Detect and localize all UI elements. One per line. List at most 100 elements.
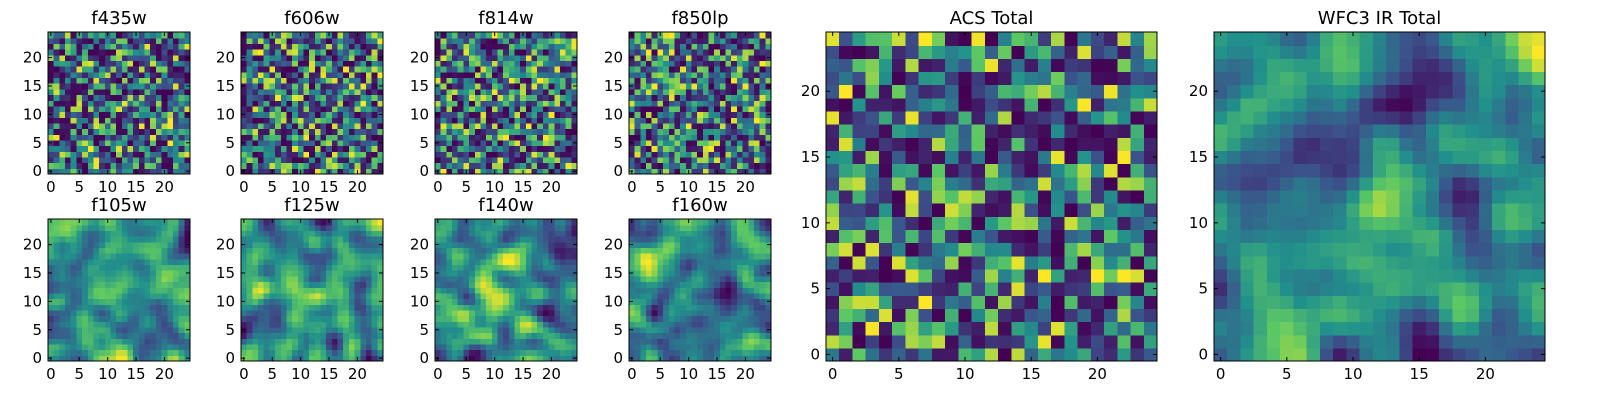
heatmap-cell [702,43,710,50]
heatmap-cell [241,94,248,101]
heatmap-cell [269,264,276,271]
x-tick-label: 15 [513,178,532,196]
heatmap-cell [446,145,453,152]
heatmap-cell [565,338,572,345]
heatmap-cell [309,156,316,164]
heatmap-cell [446,349,453,356]
heatmap-cell [343,145,350,152]
heatmap-cell [155,304,163,311]
heatmap-cell [719,122,727,130]
heatmap-cell [446,321,453,328]
heatmap-cell [629,349,636,356]
heatmap-cell [525,49,533,56]
heatmap-cell [303,128,310,135]
heatmap-cell [634,122,641,130]
heatmap-cell [537,32,544,39]
heatmap-cell [150,83,157,90]
heatmap-cell [440,292,447,300]
heatmap-cell [292,281,299,288]
heatmap-cell [469,326,476,334]
heatmap-cell [116,349,123,356]
heatmap-cell [554,281,561,288]
heatmap-cell [634,355,641,362]
heatmap-cell [474,77,482,84]
heatmap-cell [565,151,572,158]
heatmap-cell [668,88,676,96]
heatmap-cell [548,241,555,248]
heatmap-cell [714,43,721,50]
heatmap-cell [178,298,185,305]
heatmap-cell [110,122,117,130]
x-tick-label: 5 [74,178,84,196]
heatmap-cell [360,83,367,90]
heatmap-cell [354,43,361,50]
heatmap-cell [280,43,288,50]
heatmap-cell [435,37,442,44]
heatmap-cell [463,287,470,294]
heatmap-cell [714,88,721,96]
heatmap-cell [65,77,72,84]
heatmap-cell [87,54,95,61]
heatmap-cell [258,134,265,141]
heatmap-cell [320,338,327,345]
heatmap-cell [674,304,681,311]
heatmap-cell [127,66,134,73]
heatmap-cell [246,117,253,124]
heatmap-cell [657,128,664,135]
heatmap-cell [172,66,180,73]
heatmap-cell [765,287,772,294]
heatmap-cell [138,83,146,90]
heatmap-cell [469,236,476,243]
heatmap-cell [748,66,755,73]
heatmap-cell [246,60,253,67]
heatmap-cell [452,49,459,56]
heatmap-cell [480,241,487,248]
heatmap-cell [463,105,470,113]
heatmap-cell [691,100,698,107]
heatmap-cell [548,236,555,243]
heatmap-cell [474,145,482,152]
heatmap-cell [525,298,533,305]
heatmap-cell [104,253,112,260]
heatmap-cell [691,349,698,356]
heatmap-cell [503,54,510,61]
heatmap-cell [348,145,356,152]
heatmap-cell [565,224,572,231]
heatmap-cell [708,275,715,283]
heatmap-cell [59,77,66,84]
heatmap-cell [59,128,66,135]
heatmap-cell [121,162,129,169]
heatmap-cell [331,292,339,300]
heatmap-cell [104,304,112,311]
heatmap-cell [354,77,361,84]
heatmap-cell [150,139,157,147]
heatmap-cell [748,128,755,135]
heatmap-cell [87,128,95,135]
heatmap-cell [525,275,533,283]
heatmap-cell [263,111,270,118]
heatmap-cell [742,60,749,67]
heatmap-cell [337,309,344,317]
heatmap-cell [76,66,83,73]
heatmap-cell [559,105,567,113]
heatmap-cell [474,37,482,44]
heatmap-cell [548,343,555,351]
heatmap-cell [435,151,442,158]
y-tick-label: 15 [410,264,429,282]
heatmap-cell [514,304,521,311]
heatmap-cell [53,168,60,175]
heatmap-cell [87,49,95,56]
heatmap-cell [446,100,453,107]
heatmap-cell [646,355,653,362]
heatmap-cell [753,275,761,283]
heatmap-cell [59,253,66,260]
heatmap-cell [491,258,499,266]
heatmap-cell [297,145,305,152]
heatmap-cell [161,338,168,345]
heatmap-cell [133,298,140,305]
heatmap-cell [531,219,538,226]
heatmap-cell [520,156,527,164]
heatmap-cell [520,264,527,271]
heatmap-cell [657,326,664,334]
heatmap-cell [668,122,676,130]
